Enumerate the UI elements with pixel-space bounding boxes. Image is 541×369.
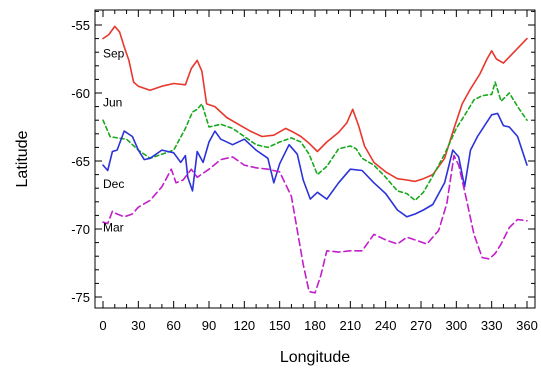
- x-tick-label: 90: [202, 318, 216, 333]
- x-tick-label: 180: [304, 318, 326, 333]
- y-tick-label: -75: [71, 290, 90, 305]
- y-tick-label: -55: [71, 18, 90, 33]
- series-label-dec: Dec: [103, 177, 124, 191]
- series-line-dec: [102, 112, 528, 218]
- x-tick-label: 300: [445, 318, 467, 333]
- x-tick-label: 30: [131, 318, 145, 333]
- series-line-jun: [102, 81, 528, 202]
- series-line-mar: [102, 154, 528, 294]
- x-tick-label: 330: [481, 318, 503, 333]
- x-tick-label: 60: [166, 318, 180, 333]
- y-axis-title: Latitude: [14, 130, 31, 187]
- x-tick-label: 240: [375, 318, 397, 333]
- labels-layer: -55 -60 -65 -70 -75 0 30 60 90 120 150 180 210 240 270…: [71, 18, 538, 333]
- x-axis-title: Longitude: [280, 349, 350, 366]
- ticks-layer: [95, 10, 535, 308]
- series-layer: [102, 25, 528, 294]
- x-tick-label: 150: [269, 318, 291, 333]
- x-tick-label: 360: [516, 318, 538, 333]
- series-label-jun: Jun: [103, 96, 122, 110]
- x-tick-label: 0: [99, 318, 106, 333]
- x-tick-label: 210: [339, 318, 361, 333]
- y-tick-label: -70: [71, 222, 90, 237]
- series-label-sep: Sep: [103, 47, 125, 61]
- x-tick-label: 270: [410, 318, 432, 333]
- series-line-sep: [102, 25, 528, 183]
- series-label-mar: Mar: [103, 221, 124, 235]
- y-tick-label: -65: [71, 154, 90, 169]
- x-tick-label: 120: [233, 318, 255, 333]
- y-tick-label: -60: [71, 86, 90, 101]
